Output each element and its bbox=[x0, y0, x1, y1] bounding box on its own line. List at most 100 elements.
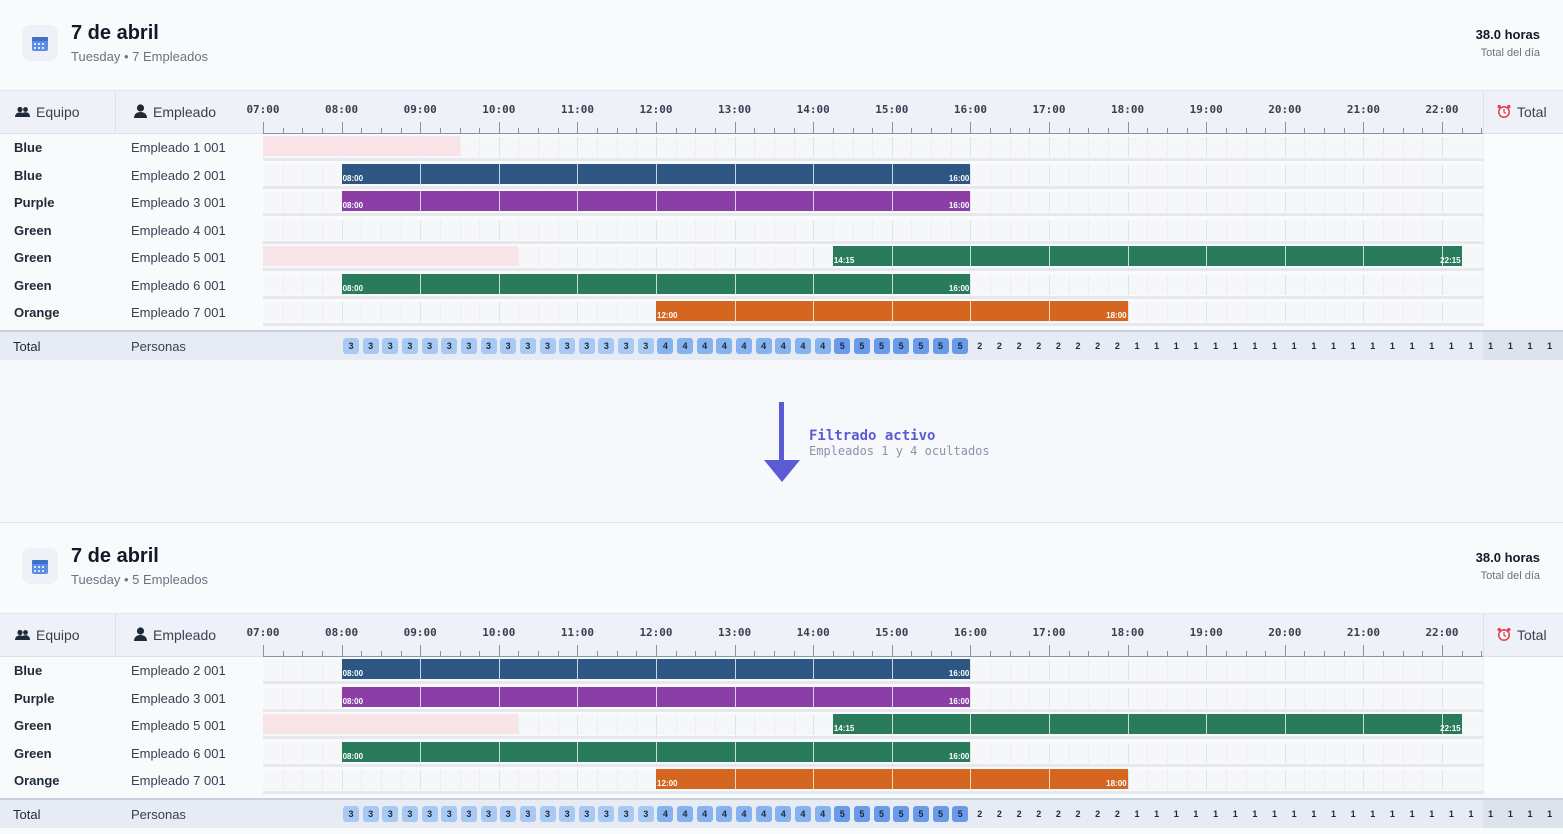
shift-bar[interactable]: 08:00 16:00 bbox=[341, 191, 971, 211]
employee-name[interactable]: Empleado 5 001 bbox=[131, 718, 226, 733]
time-tick bbox=[695, 651, 697, 657]
slot-divider bbox=[1422, 192, 1424, 212]
time-tick bbox=[302, 128, 304, 134]
employee-name[interactable]: Empleado 2 001 bbox=[131, 167, 226, 183]
persons-count-badge: 3 bbox=[539, 337, 556, 354]
hour-divider bbox=[655, 191, 657, 211]
shift-bar[interactable]: 14:15 22:15 bbox=[832, 246, 1462, 266]
persons-count-badge: 3 bbox=[460, 337, 477, 354]
column-team[interactable]: Equipo bbox=[15, 91, 80, 134]
persons-count-badge: 1 bbox=[1468, 808, 1474, 819]
hour-divider bbox=[970, 301, 972, 321]
time-tick bbox=[1186, 128, 1188, 134]
shift-bar[interactable]: 12:00 18:00 bbox=[656, 301, 1128, 321]
time-tick bbox=[420, 645, 422, 657]
time-tick bbox=[1206, 122, 1208, 134]
slot-divider bbox=[1402, 770, 1404, 790]
shift-bar[interactable]: 08:00 16:00 bbox=[341, 659, 971, 679]
slot-divider bbox=[1245, 274, 1247, 295]
hour-divider bbox=[891, 301, 893, 321]
employee-name[interactable]: Empleado 7 001 bbox=[131, 305, 226, 320]
time-tick bbox=[832, 651, 834, 657]
slot-divider bbox=[1245, 687, 1247, 708]
shift-bar[interactable]: 14:15 22:15 bbox=[832, 714, 1462, 734]
slot-divider bbox=[1029, 219, 1031, 240]
slot-divider bbox=[1049, 274, 1050, 295]
column-employee[interactable]: Empleado bbox=[134, 91, 216, 134]
column-employee-label: Empleado bbox=[153, 627, 217, 643]
persons-count-badge: 1 bbox=[1527, 340, 1533, 351]
slot-divider bbox=[852, 137, 854, 157]
timeline-track[interactable] bbox=[263, 219, 1483, 240]
persons-count-badge: 4 bbox=[657, 805, 674, 822]
slot-divider bbox=[380, 302, 382, 322]
hour-divider bbox=[498, 191, 500, 211]
hour-divider bbox=[891, 191, 893, 211]
slot-divider bbox=[1107, 274, 1109, 295]
shift-bar[interactable]: 08:00 16:00 bbox=[341, 686, 971, 707]
employee-name[interactable]: Empleado 7 001 bbox=[131, 773, 226, 788]
shift-bar[interactable]: 12:00 18:00 bbox=[656, 769, 1128, 789]
hour-label: 18:00 bbox=[1111, 626, 1145, 639]
time-tick bbox=[557, 651, 559, 657]
hour-divider bbox=[1048, 714, 1050, 734]
time-tick bbox=[282, 128, 284, 134]
employee-name[interactable]: Empleado 6 001 bbox=[131, 277, 226, 293]
shift-bar[interactable]: 08:00 16:00 bbox=[341, 163, 971, 184]
slot-divider bbox=[891, 219, 893, 240]
column-total[interactable]: Total bbox=[1497, 91, 1547, 134]
employee-name[interactable]: Empleado 6 001 bbox=[131, 745, 226, 761]
shift-start-label: 12:00 bbox=[657, 311, 678, 320]
hour-divider bbox=[813, 273, 815, 294]
slot-divider bbox=[714, 137, 716, 157]
slot-divider bbox=[420, 302, 422, 322]
persons-count-badge: 1 bbox=[1173, 340, 1179, 351]
footer-total-label: Total bbox=[13, 806, 41, 822]
time-tick bbox=[1206, 645, 1208, 657]
column-total[interactable]: Total bbox=[1497, 614, 1547, 657]
column-employee[interactable]: Empleado bbox=[134, 614, 216, 657]
time-tick bbox=[931, 128, 933, 134]
shift-bar[interactable]: 08:00 16:00 bbox=[341, 741, 971, 762]
slot-divider bbox=[1088, 687, 1090, 708]
employee-name[interactable]: Empleado 1 001 bbox=[131, 140, 226, 155]
slot-divider bbox=[341, 302, 343, 322]
slot-divider bbox=[1186, 137, 1188, 157]
employee-name[interactable]: Empleado 3 001 bbox=[131, 195, 226, 210]
slot-divider bbox=[1225, 219, 1227, 240]
persons-count-badge: 1 bbox=[1311, 340, 1317, 351]
slot-divider bbox=[1225, 742, 1227, 763]
persons-count-badge: 5 bbox=[893, 337, 910, 354]
slot-divider bbox=[636, 137, 638, 157]
persons-count-badge: 3 bbox=[480, 805, 497, 822]
slot-divider bbox=[754, 219, 756, 240]
employee-name[interactable]: Empleado 3 001 bbox=[131, 690, 226, 706]
slot-divider bbox=[1284, 274, 1286, 295]
slot-divider bbox=[518, 302, 520, 322]
shift-bar[interactable]: 08:00 16:00 bbox=[341, 273, 971, 294]
slot-divider bbox=[1147, 660, 1149, 680]
slot-divider bbox=[813, 137, 815, 157]
hour-divider bbox=[1284, 714, 1286, 734]
slot-divider bbox=[1284, 192, 1286, 212]
slot-divider bbox=[1206, 770, 1208, 790]
employee-name[interactable]: Empleado 2 001 bbox=[131, 663, 226, 678]
column-team[interactable]: Equipo bbox=[15, 614, 80, 657]
employee-name[interactable]: Empleado 4 001 bbox=[131, 222, 226, 238]
employee-name[interactable]: Empleado 5 001 bbox=[131, 250, 226, 265]
slot-divider bbox=[1029, 687, 1031, 708]
slot-divider bbox=[400, 302, 402, 322]
slot-divider bbox=[656, 219, 657, 240]
